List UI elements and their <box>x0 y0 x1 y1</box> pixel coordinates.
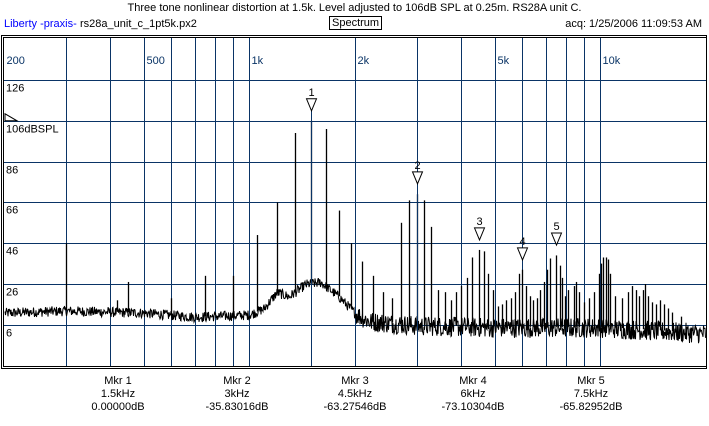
x-tick-label: 200 <box>7 55 25 67</box>
y-tick-label: 106dBSPL <box>6 124 59 136</box>
x-tick-label: 500 <box>147 55 165 67</box>
x-tick-label: 1k <box>252 55 264 67</box>
reference-level-icon <box>4 112 19 122</box>
y-tick-label: 26 <box>6 287 18 299</box>
y-tick-label: 126 <box>6 83 24 95</box>
marker-level: -73.10304dB <box>441 401 505 413</box>
marker-triangle-icon <box>550 232 563 247</box>
marker-level: -35.83016dB <box>205 401 269 413</box>
marker-name: Mkr 1 <box>104 375 132 387</box>
marker-triangle-icon <box>473 227 486 242</box>
marker-number: 4 <box>519 236 525 248</box>
file-name: rs28a_unit_c_1pt5k.px2 <box>80 18 197 30</box>
marker-frequency: 4.5kHz <box>337 388 373 400</box>
marker-number: 2 <box>414 160 420 172</box>
marker-readout-4: Mkr 4 6kHz -73.10304dB <box>413 375 533 414</box>
x-tick-label: 10k <box>603 55 621 67</box>
marker-level: -65.82952dB <box>559 401 623 413</box>
spectrum-trace <box>4 277 706 344</box>
marker-frequency: 3kHz <box>224 388 250 400</box>
acquisition-timestamp: acq: 1/25/2006 11:09:53 AM <box>565 18 702 30</box>
chart-title: Three tone nonlinear distortion at 1.5k.… <box>127 2 582 14</box>
marker-frequency: 6kHz <box>460 388 486 400</box>
marker-name: Mkr 4 <box>459 375 487 387</box>
brand-label: Liberty -praxis- <box>4 18 77 30</box>
marker-triangle-icon <box>305 98 318 113</box>
marker-triangle-icon <box>516 247 529 262</box>
marker-triangle-icon <box>411 171 424 186</box>
marker-readout-3: Mkr 3 4.5kHz -63.27546dB <box>295 375 415 414</box>
marker-number: 1 <box>308 87 314 99</box>
y-tick-label: 6 <box>6 328 12 340</box>
marker-name: Mkr 5 <box>577 375 605 387</box>
marker-readout-1: Mkr 1 1.5kHz 0.00000dB <box>58 375 178 414</box>
y-tick-label: 66 <box>6 205 18 217</box>
marker-readout-2: Mkr 2 3kHz -35.83016dB <box>177 375 297 414</box>
marker-number: 3 <box>476 216 482 228</box>
marker-frequency: 7.5kHz <box>573 388 609 400</box>
marker-name: Mkr 2 <box>223 375 251 387</box>
marker-name: Mkr 3 <box>341 375 369 387</box>
marker-readout-5: Mkr 5 7.5kHz -65.82952dB <box>531 375 651 414</box>
marker-level: 0.00000dB <box>91 401 145 413</box>
x-tick-label: 2k <box>358 55 370 67</box>
mode-label[interactable]: Spectrum <box>329 16 383 30</box>
marker-frequency: 1.5kHz <box>100 388 136 400</box>
y-tick-label: 86 <box>6 165 18 177</box>
marker-number: 5 <box>553 221 559 233</box>
plot-frame <box>3 37 707 367</box>
x-tick-label: 5k <box>498 55 510 67</box>
marker-level: -63.27546dB <box>323 401 387 413</box>
y-tick-label: 46 <box>6 246 18 258</box>
